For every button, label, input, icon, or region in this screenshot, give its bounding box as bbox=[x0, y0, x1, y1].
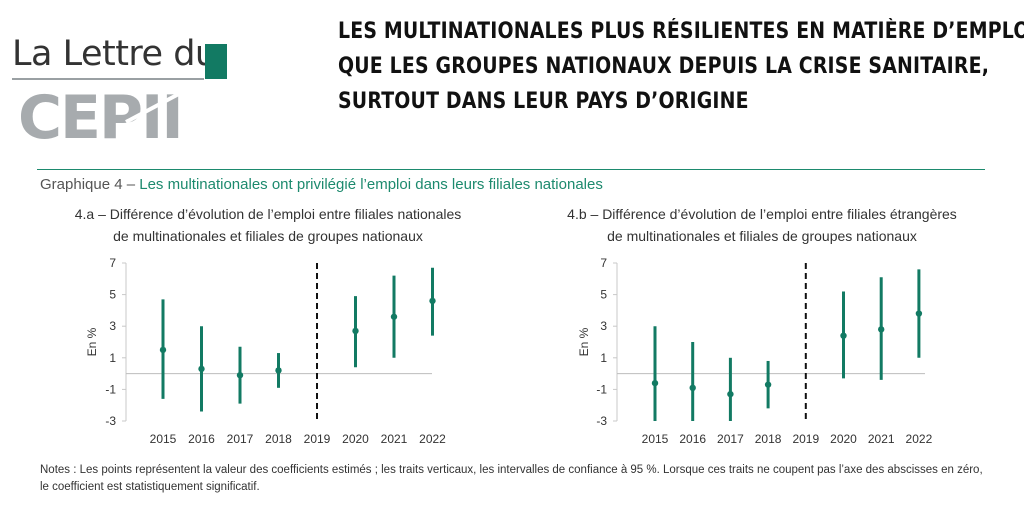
headline-line-1: LES MULTINATIONALES PLUS RÉSILIENTES EN … bbox=[338, 19, 1024, 44]
chart-b-point-2020 bbox=[840, 332, 847, 339]
graph-title-text: Les multinationales ont privilégié l’emp… bbox=[139, 176, 603, 193]
chart-a-x-tick-label: 2021 bbox=[381, 432, 408, 446]
chart-b-x-tick-label: 2019 bbox=[792, 432, 819, 446]
chart-a-point-2016 bbox=[198, 365, 205, 373]
chart-b-x-tick-label: 2020 bbox=[830, 432, 857, 446]
chart-b-x-tick-label: 2021 bbox=[868, 432, 895, 446]
graph-title: Graphique 4 – Les multinationales ont pr… bbox=[40, 176, 603, 193]
chart-b-subtitle-line1: 4.b – Différence d’évolution de l’emploi… bbox=[567, 206, 957, 222]
logo-accent-square bbox=[205, 44, 227, 79]
chart-b-point-2015 bbox=[651, 379, 659, 387]
chart-a-point-2020 bbox=[352, 327, 359, 335]
chart-a-point-2015 bbox=[159, 346, 167, 354]
chart-a-x-tick-label: 2018 bbox=[265, 432, 292, 446]
chart-a-x-tick-label: 2016 bbox=[188, 432, 215, 446]
chart-a-x-tick-label: 2017 bbox=[227, 432, 254, 446]
chart-a-y-tick-label: 1 bbox=[109, 351, 116, 365]
chart-a-point-2022 bbox=[429, 297, 436, 305]
chart-a: 7 5 3 1 -1 -3 En % 2015 2016 2017 2018 2019 2020 2021… bbox=[85, 256, 446, 446]
chart-b-x-tick-label: 2022 bbox=[906, 432, 933, 446]
chart-a-subtitle: 4.a – Différence d’évolution de l’emploi… bbox=[58, 203, 478, 247]
chart-b-y-tick-label: 5 bbox=[600, 288, 607, 302]
chart-notes: Notes : Les points représentent la valeu… bbox=[40, 464, 983, 493]
logo-cepii-wordmark: CEPII bbox=[18, 83, 191, 144]
chart-a-x-tick-label: 2022 bbox=[419, 432, 446, 446]
chart-a-subtitle-line2: de multinationales et filiales de groupe… bbox=[113, 228, 423, 244]
logo-cepii-text: CEPII bbox=[18, 83, 182, 144]
chart-b-y-tick-label: -3 bbox=[596, 414, 607, 428]
chart-b-point-2022 bbox=[915, 310, 923, 317]
chart-b-y-tick-label: 3 bbox=[600, 319, 607, 333]
chart-b-subtitle: 4.b – Différence d’évolution de l’emploi… bbox=[552, 203, 972, 247]
chart-b: 7 5 3 1 -1 -3 En % 2015 2016 2017 2018 2019 2020 2021… bbox=[577, 256, 933, 446]
chart-b-y-tick-label: 1 bbox=[600, 351, 607, 365]
chart-a-point-2021 bbox=[390, 313, 398, 320]
chart-a-y-tick-label: -3 bbox=[105, 414, 116, 428]
chart-b-x-tick-label: 2015 bbox=[642, 432, 669, 446]
chart-b-point-2018 bbox=[764, 381, 772, 388]
chart-b-y-tick-label: -1 bbox=[596, 382, 607, 396]
chart-b-x-tick-label: 2018 bbox=[755, 432, 782, 446]
headline: LES MULTINATIONALES PLUS RÉSILIENTES EN … bbox=[338, 14, 1024, 119]
section-divider bbox=[37, 169, 985, 170]
logo-rule bbox=[12, 78, 204, 80]
graph-title-prefix: Graphique 4 – bbox=[40, 176, 140, 193]
chart-b-subtitle-line2: de multinationales et filiales de groupe… bbox=[607, 228, 917, 244]
chart-b-point-2021 bbox=[878, 326, 885, 333]
chart-b-y-axis-label: En % bbox=[577, 327, 591, 356]
chart-a-y-tick-label: 3 bbox=[109, 319, 116, 333]
chart-a-y-tick-label: -1 bbox=[105, 382, 116, 396]
chart-a-point-2017 bbox=[236, 371, 244, 379]
chart-a-y-tick-label: 5 bbox=[109, 288, 116, 302]
chart-a-x-tick-label: 2019 bbox=[304, 432, 331, 446]
logo-title-line1: La Lettre du bbox=[12, 34, 217, 74]
chart-a-x-tick-label: 2020 bbox=[342, 432, 369, 446]
cepii-logo: La Lettre du CEPII bbox=[0, 0, 260, 150]
chart-a-x-tick-label: 2015 bbox=[150, 432, 177, 446]
chart-a-y-axis-label: En % bbox=[85, 327, 99, 356]
logo-slash bbox=[125, 86, 191, 124]
chart-b-y-tick-label: 7 bbox=[600, 256, 607, 270]
chart-a-y-tick-label: 7 bbox=[109, 256, 116, 270]
chart-b-x-tick-label: 2016 bbox=[679, 432, 706, 446]
headline-line-3: SURTOUT DANS LEUR PAYS D’ORIGINE bbox=[338, 89, 749, 114]
chart-a-point-2018 bbox=[275, 367, 282, 374]
chart-b-x-tick-label: 2017 bbox=[717, 432, 744, 446]
headline-line-2: QUE LES GROUPES NATIONAUX DEPUIS LA CRIS… bbox=[338, 54, 990, 79]
chart-b-point-2016 bbox=[689, 384, 696, 392]
chart-b-point-2017 bbox=[727, 390, 734, 398]
chart-a-subtitle-line1: 4.a – Différence d’évolution de l’emploi… bbox=[74, 206, 462, 222]
